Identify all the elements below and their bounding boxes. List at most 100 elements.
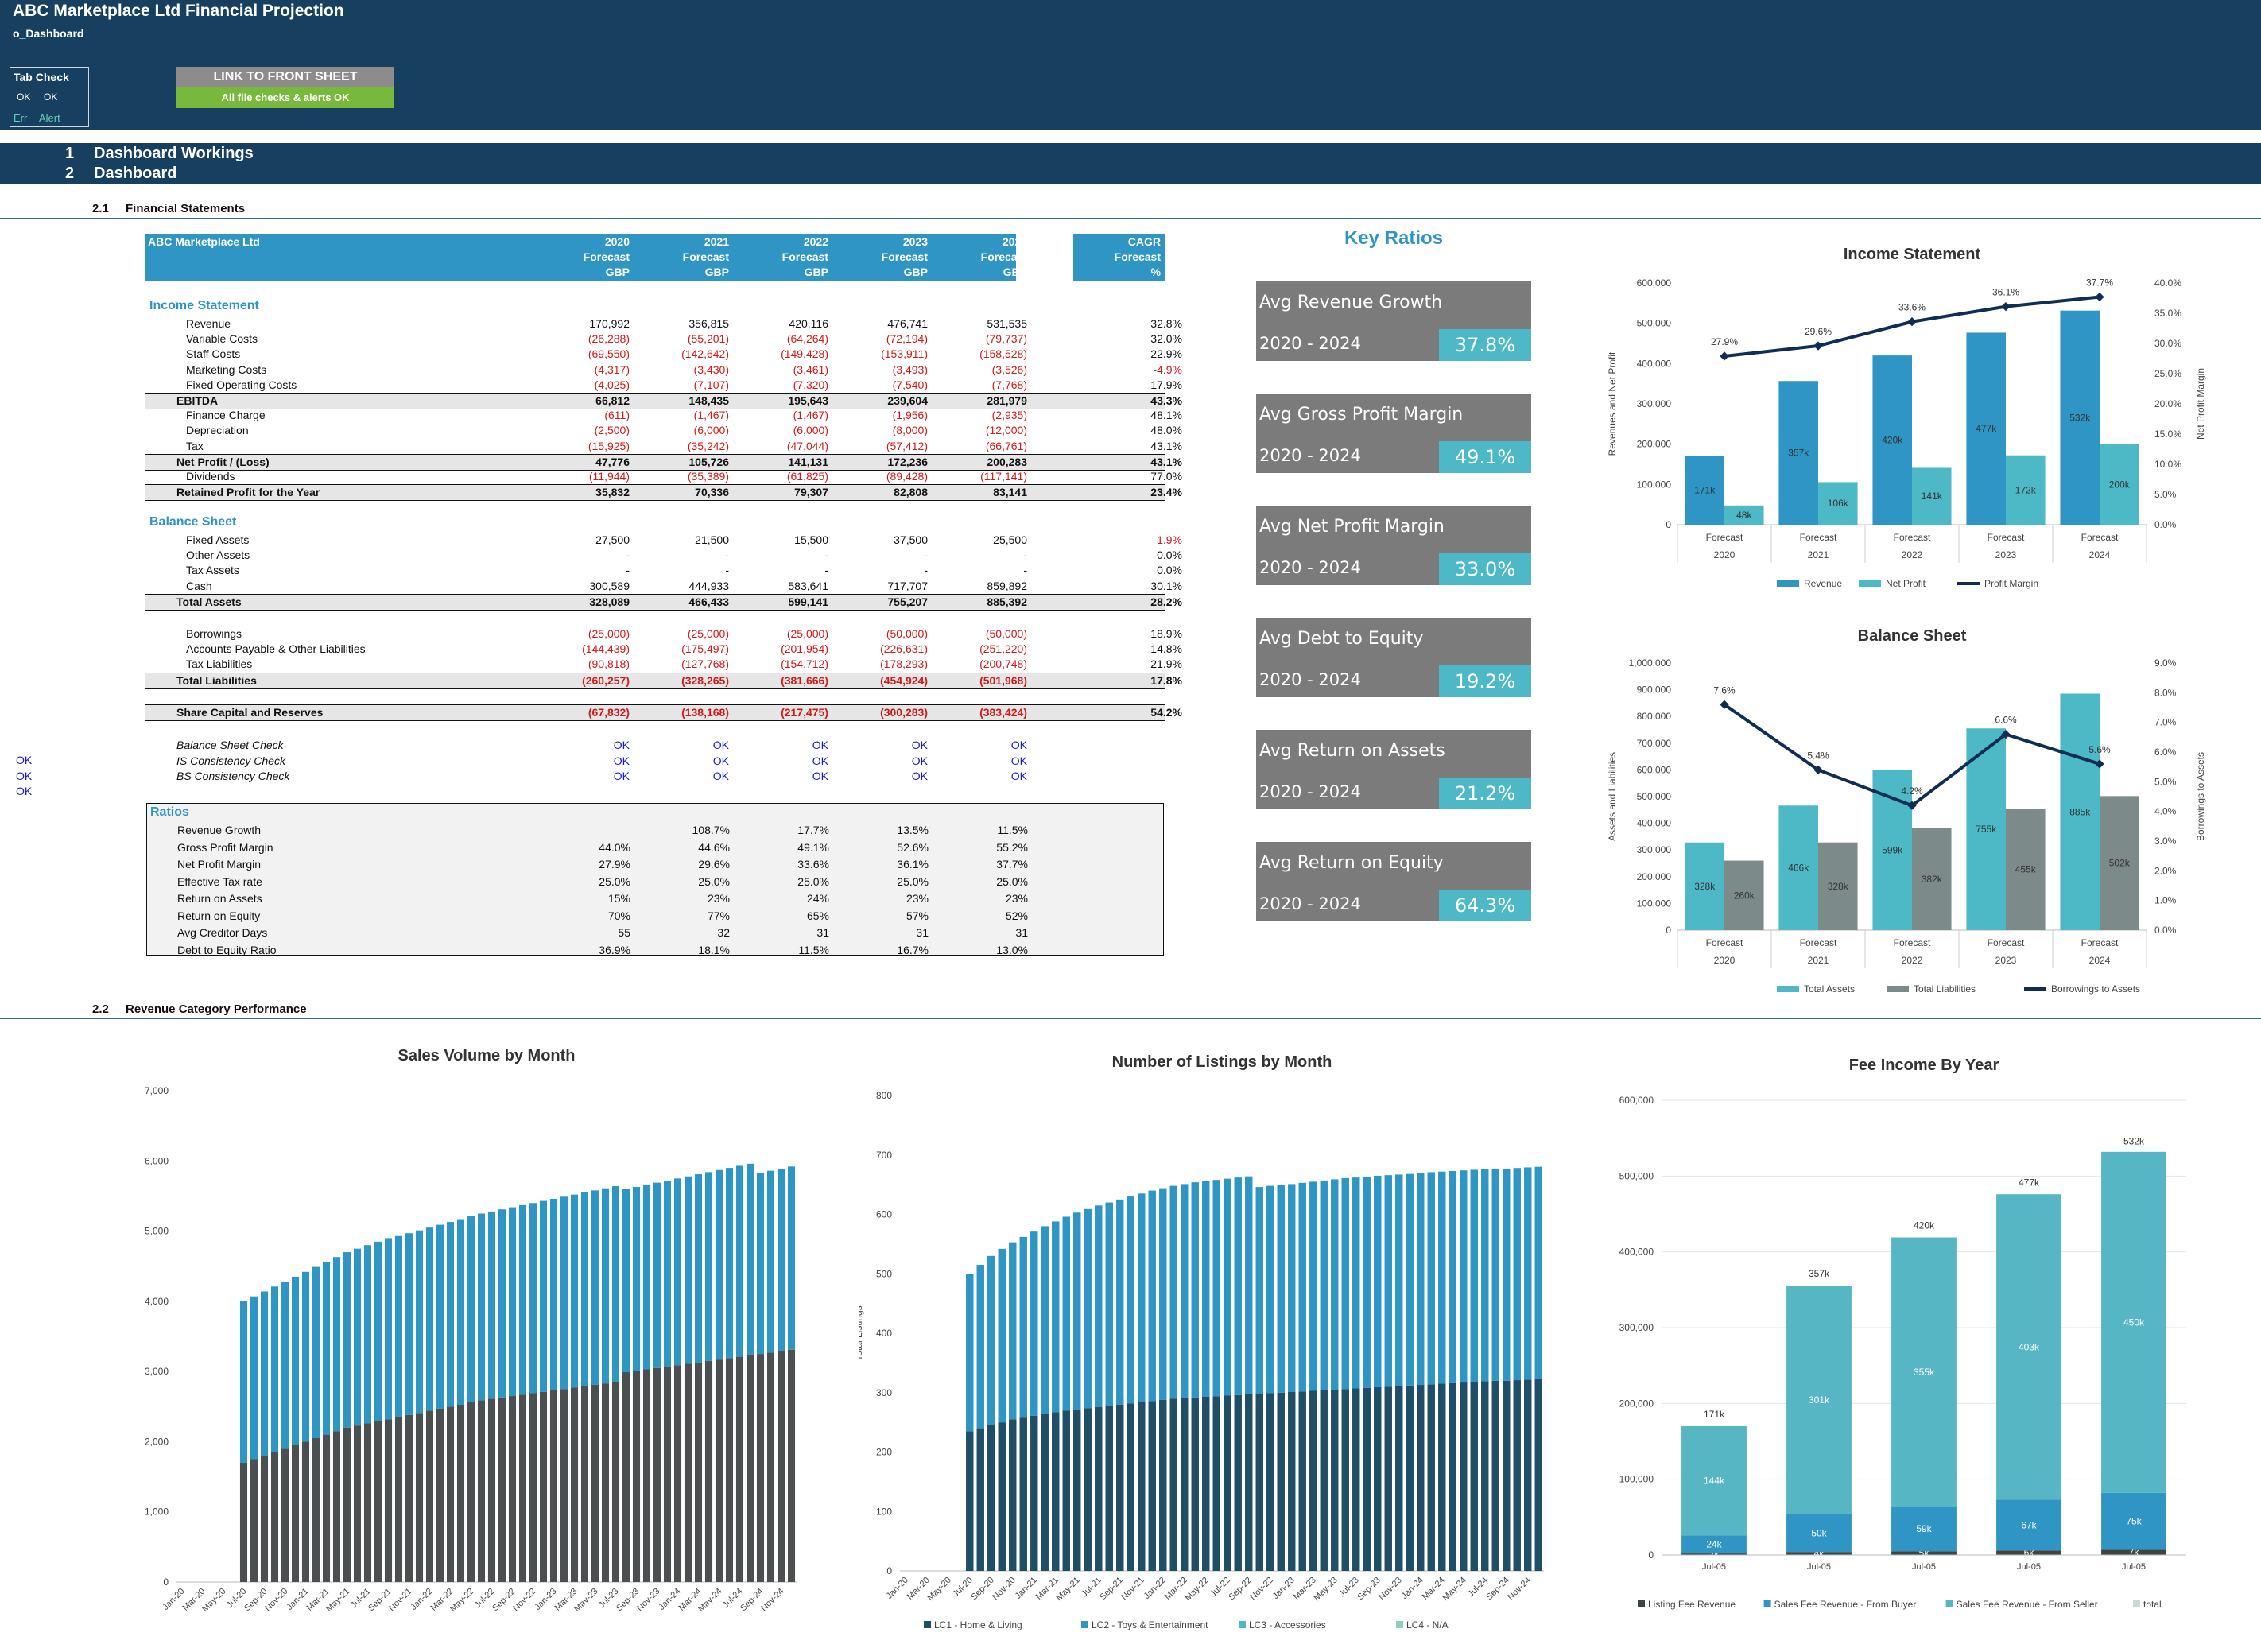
bar [1966, 728, 2006, 930]
row-value: OK [1010, 770, 1027, 782]
bar [1786, 1286, 1852, 1514]
bar [508, 1396, 517, 1582]
row-value: (8,000) [892, 424, 928, 437]
row-label: Retained Profit for the Year [176, 486, 320, 499]
ratio-value: 25.0% [698, 874, 730, 888]
bar [1298, 1391, 1306, 1571]
row-value: (383,424) [979, 706, 1027, 719]
bar [1996, 1499, 2061, 1551]
row-value: (142,642) [681, 347, 729, 361]
row-value: OK [1010, 739, 1027, 751]
cagr-value: 43.1% [1150, 439, 1182, 452]
bar [1169, 1398, 1177, 1571]
bar [1724, 860, 1764, 930]
legend-swatch [1777, 580, 1799, 587]
y-tick-label: 200,000 [1619, 1398, 1654, 1409]
legend-label: Borrowings to Assets [2051, 983, 2140, 995]
bar [549, 1390, 558, 1582]
bar [1224, 1395, 1231, 1571]
bar-label: 455k [2015, 864, 2037, 875]
legend-label: Total Assets [1804, 983, 1855, 995]
y2-tick-label: 0.0% [2154, 519, 2177, 530]
key-ratio-value: 21.2% [1439, 778, 1531, 809]
x-tick-label: 2024 [2089, 955, 2111, 966]
bar [653, 1367, 661, 1582]
row-value: 476,741 [887, 317, 928, 330]
bar [1212, 1396, 1220, 1571]
row-value: 21,500 [695, 533, 729, 546]
x-tick-label: Forecast [1706, 532, 1743, 543]
ratio-value: 17.7% [797, 824, 829, 836]
bar [301, 1271, 310, 1442]
row-value: 859,892 [987, 579, 1027, 592]
row-value: 717,707 [887, 579, 928, 592]
legend-label: LC3 - Accessories [1249, 1619, 1326, 1630]
bar [281, 1282, 289, 1449]
table-row: BS Consistency Check OK OK OK OK OK [145, 769, 1165, 784]
table-row: Revenue 170,992 356,815 420,116 476,741 531,5… [145, 316, 1182, 332]
row-value: (153,911) [881, 347, 928, 361]
year-header: 2023 [902, 235, 928, 248]
row-value: OK [812, 739, 828, 751]
ratio-value: 29.6% [698, 858, 730, 871]
bar [1513, 1168, 1521, 1381]
section-number: 2.2 [92, 1002, 109, 1016]
table-row: Net Profit / (Loss) 47,776 105,726 141,131 1… [145, 453, 1182, 471]
year-header: GBP [903, 266, 928, 278]
header-band [0, 0, 2261, 130]
cagr-value: 17.8% [1150, 673, 1182, 687]
bar [353, 1248, 362, 1426]
total-label: 532k [2123, 1135, 2145, 1146]
income-statement-heading: Income Statement [149, 299, 259, 312]
key-ratio-value: 33.0% [1439, 553, 1531, 585]
bar-label: 48k [1736, 510, 1752, 521]
nav-dashboard-workings[interactable]: 1 Dashboard Workings [65, 145, 254, 163]
bar [766, 1352, 775, 1582]
bar [487, 1398, 496, 1582]
bar [987, 1255, 995, 1425]
row-value: (611) [604, 409, 630, 422]
bar [1191, 1397, 1199, 1571]
y-tick-label: 300,000 [1637, 844, 1672, 855]
bar [1685, 456, 1724, 525]
row-value: (501,968) [979, 673, 1027, 687]
link-to-front-sheet-button[interactable]: LINK TO FRONT SHEET [176, 67, 394, 87]
bar [1786, 1552, 1852, 1555]
bar [1460, 1382, 1468, 1571]
x-tick-label: Forecast [2081, 532, 2119, 543]
row-value: (55,201) [687, 332, 729, 346]
ratio-value: 31 [1015, 926, 1028, 939]
bar [270, 1452, 279, 1582]
table-row: Fixed Assets 27,500 21,500 15,500 37,500 25,5… [145, 533, 1182, 548]
cagr-value: 30.1% [1150, 579, 1182, 592]
y-tick-label: 200 [876, 1447, 892, 1458]
y-tick-label: 100,000 [1619, 1474, 1654, 1485]
year-header: 2024 [1002, 235, 1027, 248]
bar [1341, 1389, 1349, 1571]
x-tick-label: Jul-05 [2122, 1562, 2146, 1572]
y-tick-label: 600,000 [1637, 764, 1672, 775]
row-value: (201,954) [781, 642, 828, 656]
bar [560, 1389, 568, 1582]
bar [374, 1421, 382, 1582]
bar-label: 172k [2015, 484, 2037, 495]
bar [529, 1393, 537, 1582]
bar [1524, 1379, 1532, 1571]
x-tick-label: Nov-20 [991, 1576, 1018, 1603]
bar [322, 1434, 331, 1582]
section-number: 2.1 [92, 202, 109, 215]
ratios-heading: Ratios [150, 805, 189, 819]
row-value: OK [712, 754, 729, 767]
table-row: Tax (15,925) (35,242) (47,044) (57,412) (66,7… [145, 439, 1182, 454]
y-axis-label: Assets and Liabilities [1607, 752, 1618, 841]
bar [1363, 1177, 1371, 1388]
company-name: ABC Marketplace Ltd [148, 235, 260, 248]
bar [518, 1204, 527, 1395]
x-tick-label: 2022 [1902, 955, 1923, 966]
key-ratio-card: Avg Gross Profit Margin 2020 - 2024 49.1% [1256, 394, 1531, 473]
nav-dashboard[interactable]: 2 Dashboard [65, 165, 176, 183]
x-tick-label: Jan-23 [1271, 1576, 1297, 1601]
bar [987, 1425, 995, 1571]
bar [611, 1382, 620, 1582]
bar [1138, 1402, 1146, 1571]
